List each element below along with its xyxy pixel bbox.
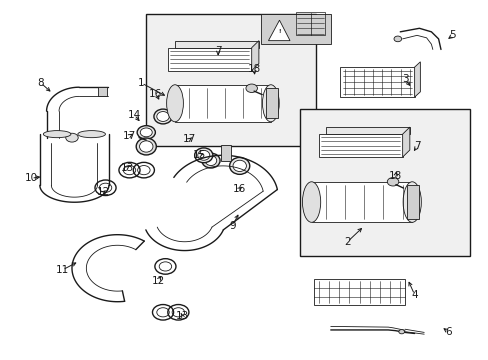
Text: 13: 13 — [175, 311, 188, 321]
Text: 9: 9 — [229, 221, 235, 231]
Text: 1: 1 — [138, 78, 144, 88]
Text: 12: 12 — [151, 275, 164, 285]
Ellipse shape — [78, 131, 105, 138]
Polygon shape — [251, 41, 258, 71]
Text: !: ! — [278, 29, 280, 34]
Text: 3: 3 — [401, 75, 407, 85]
Text: 7: 7 — [413, 141, 420, 152]
Ellipse shape — [402, 182, 421, 222]
Bar — [220, 145, 231, 161]
Circle shape — [386, 177, 398, 186]
Text: 8: 8 — [38, 78, 44, 88]
Ellipse shape — [157, 112, 169, 121]
Ellipse shape — [166, 85, 183, 122]
Text: 11: 11 — [56, 265, 69, 275]
Ellipse shape — [229, 157, 249, 174]
Polygon shape — [402, 127, 409, 157]
Bar — [265, 88, 278, 118]
Ellipse shape — [262, 85, 279, 122]
Text: 4: 4 — [410, 290, 417, 300]
Text: 13: 13 — [120, 163, 133, 173]
Text: 17: 17 — [122, 131, 136, 141]
Text: 15: 15 — [192, 150, 205, 160]
Bar — [299, 109, 469, 256]
Polygon shape — [414, 62, 420, 97]
Circle shape — [393, 36, 401, 42]
Bar — [318, 134, 402, 157]
Bar — [146, 14, 316, 147]
Ellipse shape — [154, 109, 172, 124]
Circle shape — [245, 84, 257, 93]
Ellipse shape — [205, 156, 216, 166]
Bar — [167, 48, 251, 71]
Text: 6: 6 — [444, 327, 450, 337]
Bar — [325, 127, 409, 134]
Ellipse shape — [137, 126, 155, 139]
Text: 12: 12 — [96, 187, 109, 197]
Ellipse shape — [136, 138, 156, 155]
Ellipse shape — [65, 133, 78, 142]
Ellipse shape — [202, 153, 220, 168]
Text: 2: 2 — [344, 237, 350, 247]
Text: 16: 16 — [233, 184, 246, 194]
Ellipse shape — [197, 150, 209, 160]
Text: 10: 10 — [24, 173, 38, 183]
Bar — [340, 67, 414, 97]
Ellipse shape — [302, 182, 320, 222]
Circle shape — [398, 330, 404, 334]
Ellipse shape — [43, 131, 71, 138]
Ellipse shape — [232, 160, 246, 171]
Bar — [98, 87, 107, 96]
Bar — [296, 12, 324, 35]
Text: 7: 7 — [214, 46, 221, 56]
Ellipse shape — [140, 128, 152, 137]
Text: 17: 17 — [183, 134, 196, 144]
Bar — [407, 185, 419, 219]
Polygon shape — [268, 20, 289, 41]
Bar — [175, 85, 270, 122]
Bar — [261, 14, 330, 44]
Bar — [313, 279, 404, 305]
Ellipse shape — [139, 141, 153, 152]
Bar — [311, 182, 411, 222]
Text: 16: 16 — [149, 89, 162, 99]
Text: 5: 5 — [449, 30, 455, 40]
Text: 18: 18 — [247, 64, 260, 74]
Text: 18: 18 — [388, 171, 401, 181]
Ellipse shape — [194, 148, 212, 163]
Bar — [175, 41, 258, 48]
Text: 14: 14 — [127, 110, 141, 120]
